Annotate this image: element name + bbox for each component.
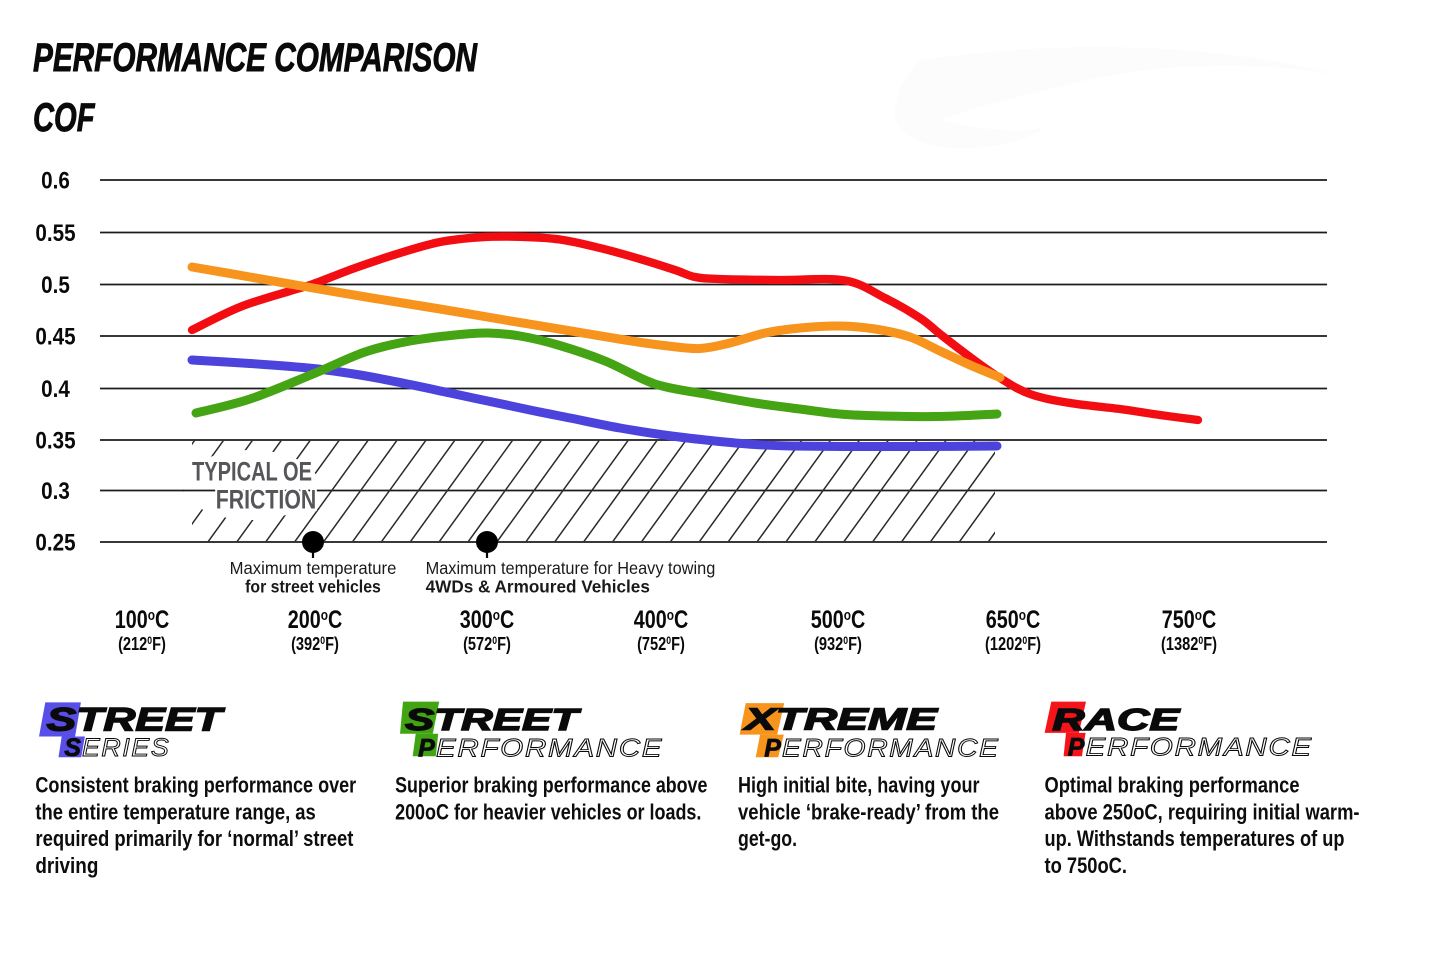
svg-text:RACE: RACE <box>1052 702 1181 737</box>
svg-text:Superior braking performance a: Superior braking performance above <box>395 773 707 798</box>
svg-text:0.45: 0.45 <box>35 323 75 350</box>
svg-text:for street vehicles: for street vehicles <box>245 577 381 597</box>
svg-text:200oC: 200oC <box>288 606 342 634</box>
svg-text:650oC: 650oC <box>986 606 1040 634</box>
svg-text:4WDs & Armoured Vehicles: 4WDs & Armoured Vehicles <box>426 577 651 597</box>
svg-text:FRICTION: FRICTION <box>216 485 317 515</box>
svg-text:200oC for heavier vehicles or: 200oC for heavier vehicles or loads. <box>395 799 701 824</box>
svg-text:0.25: 0.25 <box>35 529 75 556</box>
svg-text:High initial bite, having your: High initial bite, having your <box>738 773 980 798</box>
svg-text:500oC: 500oC <box>811 606 865 634</box>
svg-text:100oC: 100oC <box>115 606 169 634</box>
svg-text:(12020F): (12020F) <box>985 633 1041 654</box>
svg-text:(2120F): (2120F) <box>118 633 166 654</box>
svg-text:COF: COF <box>33 96 96 140</box>
svg-text:0.4: 0.4 <box>41 376 70 403</box>
svg-text:300oC: 300oC <box>460 606 514 634</box>
svg-text:above 250oC, requiring initial: above 250oC, requiring initial warm- <box>1045 799 1360 824</box>
svg-text:Maximum temperature: Maximum temperature <box>230 558 397 578</box>
svg-text:TYPICAL OE: TYPICAL OE <box>192 456 312 486</box>
svg-text:STREET: STREET <box>47 702 225 738</box>
svg-text:the entire temperature range,: the entire temperature range, as <box>35 799 315 824</box>
svg-text:STREET: STREET <box>405 702 582 737</box>
svg-text:P: P <box>1068 733 1085 761</box>
svg-text:get-go.: get-go. <box>738 826 797 851</box>
svg-text:XTREME: XTREME <box>742 702 939 737</box>
svg-text:(13820F): (13820F) <box>1161 633 1217 654</box>
svg-text:0.55: 0.55 <box>35 220 75 247</box>
svg-text:0.5: 0.5 <box>41 272 70 299</box>
svg-text:Maximum temperature for Heavy: Maximum temperature for Heavy towing <box>426 558 716 578</box>
svg-text:Consistent braking performance: Consistent braking performance over <box>35 773 356 798</box>
svg-text:(7520F): (7520F) <box>637 633 685 654</box>
svg-text:PERFORMANCE COMPARISON: PERFORMANCE COMPARISON <box>33 36 478 80</box>
svg-text:Optimal braking performance: Optimal braking performance <box>1045 773 1300 798</box>
svg-text:ERIES: ERIES <box>82 735 170 762</box>
svg-text:(5720F): (5720F) <box>463 633 511 654</box>
svg-text:400oC: 400oC <box>634 606 688 634</box>
svg-text:ERFORMANCE: ERFORMANCE <box>436 733 663 761</box>
svg-text:to 750oC.: to 750oC. <box>1045 853 1128 878</box>
svg-text:(9320F): (9320F) <box>814 633 862 654</box>
svg-text:0.35: 0.35 <box>35 427 75 454</box>
svg-text:750oC: 750oC <box>1162 606 1216 634</box>
svg-text:P: P <box>418 734 435 762</box>
svg-text:ERFORMANCE: ERFORMANCE <box>782 734 1000 762</box>
svg-text:driving: driving <box>35 853 98 878</box>
svg-text:required primarily for ‘normal: required primarily for ‘normal’ street <box>35 826 354 851</box>
svg-text:up. Withstands temperatures of: up. Withstands temperatures of up <box>1045 826 1345 851</box>
svg-text:vehicle ‘brake-ready’ from the: vehicle ‘brake-ready’ from the <box>738 799 999 824</box>
svg-text:ERFORMANCE: ERFORMANCE <box>1086 732 1313 760</box>
svg-text:P: P <box>764 734 781 762</box>
svg-text:(3920F): (3920F) <box>291 633 339 654</box>
svg-text:0.6: 0.6 <box>41 167 70 194</box>
svg-text:0.3: 0.3 <box>41 478 70 505</box>
svg-text:S: S <box>64 734 81 762</box>
